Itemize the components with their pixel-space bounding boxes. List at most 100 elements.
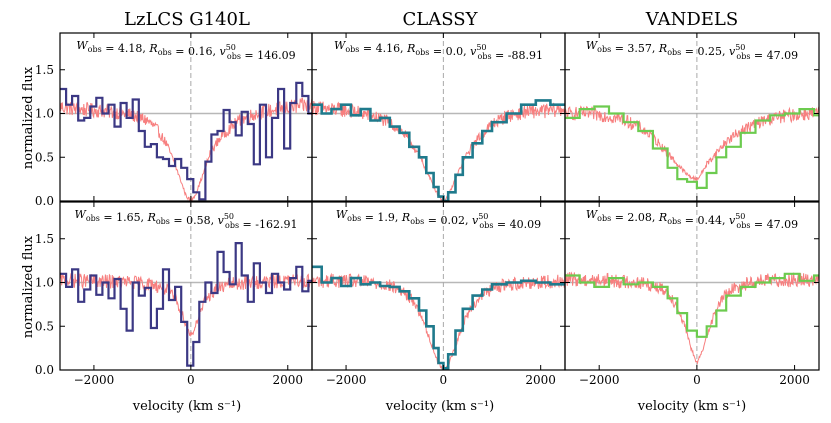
annotation-symbol: R <box>147 211 156 224</box>
y-tick-label: 1.5 <box>35 232 54 246</box>
annotation-subscript: obs <box>227 52 241 61</box>
annotation-symbol: v <box>219 45 226 58</box>
annotation-text: = 0.44, <box>681 214 729 227</box>
panel-annotation: Wobs = 2.08, Robs = 0.44, v50 obs = 47.09 <box>586 208 798 231</box>
x-tick-label: −2000 <box>326 373 367 387</box>
annotation-text: = 4.16, <box>359 42 407 55</box>
annotation-text: = -88.91 <box>492 49 543 62</box>
annotation-superscript: 50 <box>476 43 486 52</box>
panel-annotation: Wobs = 1.9, Robs = 0.02, v50 obs = 40.09 <box>336 208 541 231</box>
x-axis-label-col2: velocity (km s⁻¹) <box>385 399 494 414</box>
annotation-text: = 0.16, <box>172 45 220 58</box>
panel-frame <box>564 201 820 371</box>
annotation-superscript: 50 <box>478 212 488 221</box>
annotation-subscript: obs <box>225 221 239 230</box>
panel-annotation: Wobs = 3.57, Robs = 0.25, v50 obs = 47.09 <box>586 39 798 62</box>
observed-spectrum <box>312 265 565 370</box>
x-tick-label: 2000 <box>779 373 810 387</box>
x-tick-label: 0 <box>440 373 448 387</box>
annotation-symbol: v <box>218 214 225 227</box>
panel-plot-area <box>60 202 312 370</box>
column-title-lzlcs: LzLCS G140L <box>124 9 250 30</box>
annotation-superscript: 50 <box>735 43 745 52</box>
y-tick-label: 0.5 <box>35 150 54 164</box>
annotation-text: = 0.0, <box>429 45 470 58</box>
annotation-subscript: obs <box>415 48 429 57</box>
annotation-symbol: R <box>148 42 157 55</box>
y-tick-label: 0.0 <box>35 194 54 208</box>
annotation-subscript: obs <box>88 45 102 54</box>
panel-plot-area <box>565 202 819 370</box>
annotation-subscript: obs <box>597 45 611 54</box>
observed-spectrum <box>60 242 312 367</box>
x-axis-label-col3: velocity (km s⁻¹) <box>637 399 746 414</box>
annotation-subscript: obs <box>479 221 493 230</box>
model-spectrum <box>60 272 312 338</box>
annotation-text: = 0.02, <box>424 214 472 227</box>
annotation-text: = 0.25, <box>681 45 729 58</box>
panel-annotation: Wobs = 1.65, Robs = 0.58, v50 obs = -162.… <box>75 208 298 231</box>
annotation-subscript: obs <box>736 52 750 61</box>
x-tick-label: −2000 <box>74 373 115 387</box>
x-tick-label: 2000 <box>272 373 303 387</box>
annotation-superscript: 50 <box>224 212 234 221</box>
annotation-text: = 3.57, <box>611 42 659 55</box>
annotation-symbol: W <box>586 208 599 221</box>
annotation-symbol: R <box>401 211 410 224</box>
panel-frame <box>564 32 820 202</box>
observed-spectrum <box>565 105 819 189</box>
annotation-subscript: obs <box>410 217 424 226</box>
annotation-subscript: obs <box>86 214 100 223</box>
y-tick-label: 0.0 <box>35 363 54 377</box>
annotation-subscript: obs <box>667 48 681 57</box>
x-axis-label-col1: velocity (km s⁻¹) <box>132 399 241 414</box>
model-spectrum <box>60 97 312 201</box>
column-titles: LzLCS G140L CLASSY VANDELS <box>124 9 738 30</box>
observed-spectrum <box>312 99 565 201</box>
annotation-subscript: obs <box>156 217 170 226</box>
annotation-subscript: obs <box>347 214 361 223</box>
annotation-symbol: R <box>658 42 667 55</box>
panel-1-0: 0.0 0.5 1.0 1.5 −2000 0 2000 Wobs = 1.65, Robs … <box>35 201 313 387</box>
annotation-text: = 47.09 <box>750 49 798 62</box>
annotation-symbol: W <box>76 39 89 52</box>
annotation-symbol: v <box>470 45 477 58</box>
column-title-vandels: VANDELS <box>645 9 738 30</box>
annotation-text: = 4.18, <box>102 42 150 55</box>
annotation-symbol: v <box>729 45 736 58</box>
model-spectrum <box>565 105 819 183</box>
model-spectrum <box>565 271 819 365</box>
annotation-text: = 1.9, <box>361 211 402 224</box>
y-tick-label: 0.5 <box>35 319 54 333</box>
annotation-subscript: obs <box>597 214 611 223</box>
panel-0-2: Wobs = 3.57, Robs = 0.25, v50 obs = 47.09 <box>564 32 820 202</box>
x-tick-label: −2000 <box>579 373 620 387</box>
panel-annotation: Wobs = 4.16, Robs = 0.0, v50 obs = -88.91 <box>334 39 543 62</box>
annotation-symbol: W <box>75 208 88 221</box>
panel-annotation: Wobs = 4.18, Robs = 0.16, v50 obs = 146.0… <box>76 39 295 62</box>
annotation-subscript: obs <box>736 221 750 230</box>
annotation-symbol: W <box>336 208 349 221</box>
annotation-symbol: v <box>472 214 479 227</box>
annotation-subscript: obs <box>667 217 681 226</box>
annotation-subscript: obs <box>478 52 492 61</box>
y-tick-label: 1.5 <box>35 63 54 77</box>
y-tick-label: 1.0 <box>35 276 54 290</box>
annotation-text: = 47.09 <box>750 218 798 231</box>
x-tick-label: 2000 <box>525 373 556 387</box>
annotation-symbol: R <box>658 211 667 224</box>
y-axis-label-bottom: normalized flux <box>21 235 36 338</box>
panel-plot-area <box>312 33 565 201</box>
annotation-text: = -162.91 <box>239 218 297 231</box>
panel-plot-area <box>565 33 819 201</box>
observed-spectrum <box>565 272 819 338</box>
y-tick-label: 1.0 <box>35 107 54 121</box>
annotation-text: = 2.08, <box>611 211 659 224</box>
annotation-text: = 40.09 <box>493 218 541 231</box>
panel-0-1: Wobs = 4.16, Robs = 0.0, v50 obs = -88.91 <box>311 32 566 202</box>
column-title-classy: CLASSY <box>403 9 479 30</box>
panel-plot-area <box>60 33 312 201</box>
